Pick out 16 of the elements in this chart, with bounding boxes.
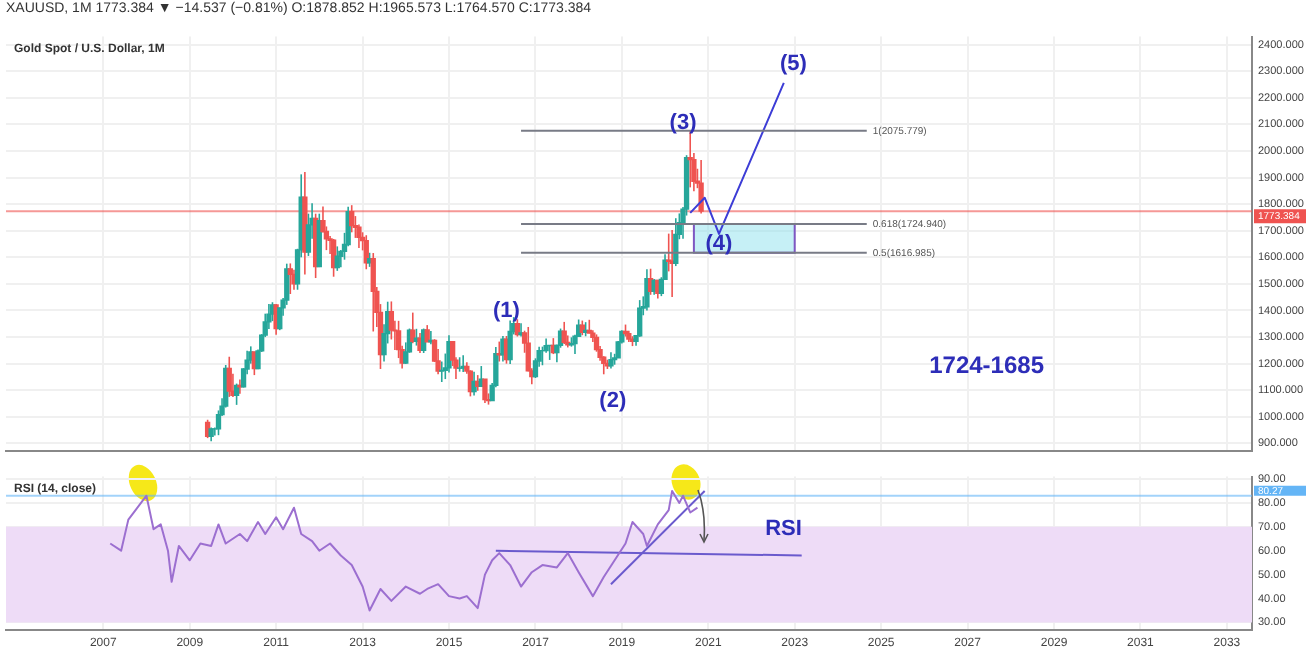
candlestick (266, 303, 272, 330)
candlestick (287, 262, 293, 295)
annotation: RSI (765, 516, 802, 541)
candlestick (277, 306, 283, 331)
annotation: (3) (669, 110, 698, 135)
annotation: 1724-1685 (929, 351, 1045, 380)
candlestick (349, 204, 355, 234)
candlestick (226, 355, 232, 398)
candlestick (698, 159, 704, 215)
annotation: (4) (705, 231, 734, 256)
candlestick (435, 348, 441, 376)
annotation: (2) (599, 389, 627, 414)
annotation: (5) (780, 51, 808, 76)
candlestick (410, 311, 416, 344)
annotation: (1) (493, 298, 521, 323)
candlestick (507, 319, 513, 365)
